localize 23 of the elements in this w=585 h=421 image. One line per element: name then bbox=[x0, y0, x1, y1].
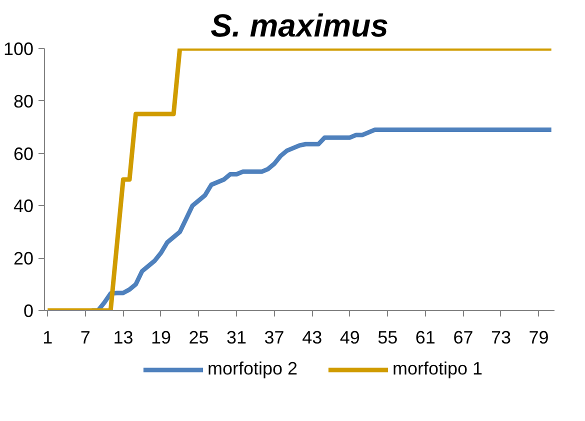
x-tick-label: 49 bbox=[340, 328, 360, 348]
x-tick-label: 1 bbox=[42, 328, 53, 348]
x-tick-label: 43 bbox=[302, 328, 322, 348]
y-tick-label: 60 bbox=[13, 144, 34, 164]
legend-label: morfotipo 2 bbox=[207, 358, 298, 380]
chart-title: S. maximus bbox=[210, 8, 388, 44]
y-tick-label: 0 bbox=[23, 301, 34, 321]
x-tick-label: 19 bbox=[150, 328, 171, 348]
x-tick-label: 37 bbox=[264, 328, 284, 348]
x-tick-label: 31 bbox=[226, 328, 247, 348]
x-tick-label: 73 bbox=[490, 328, 511, 348]
x-tick-label: 67 bbox=[453, 328, 474, 348]
legend-label: morfotipo 1 bbox=[392, 358, 483, 380]
x-tick-label: 79 bbox=[528, 328, 549, 348]
y-tick-label: 100 bbox=[3, 39, 34, 59]
y-tick-label: 40 bbox=[13, 196, 34, 216]
x-tick-label: 61 bbox=[415, 328, 436, 348]
x-tick-label: 13 bbox=[113, 328, 134, 348]
x-tick-label: 55 bbox=[378, 328, 398, 348]
x-tick-label: 7 bbox=[80, 328, 90, 348]
y-tick-label: 20 bbox=[13, 248, 34, 269]
y-tick-label: 80 bbox=[13, 91, 34, 112]
x-tick-label: 25 bbox=[188, 328, 209, 348]
